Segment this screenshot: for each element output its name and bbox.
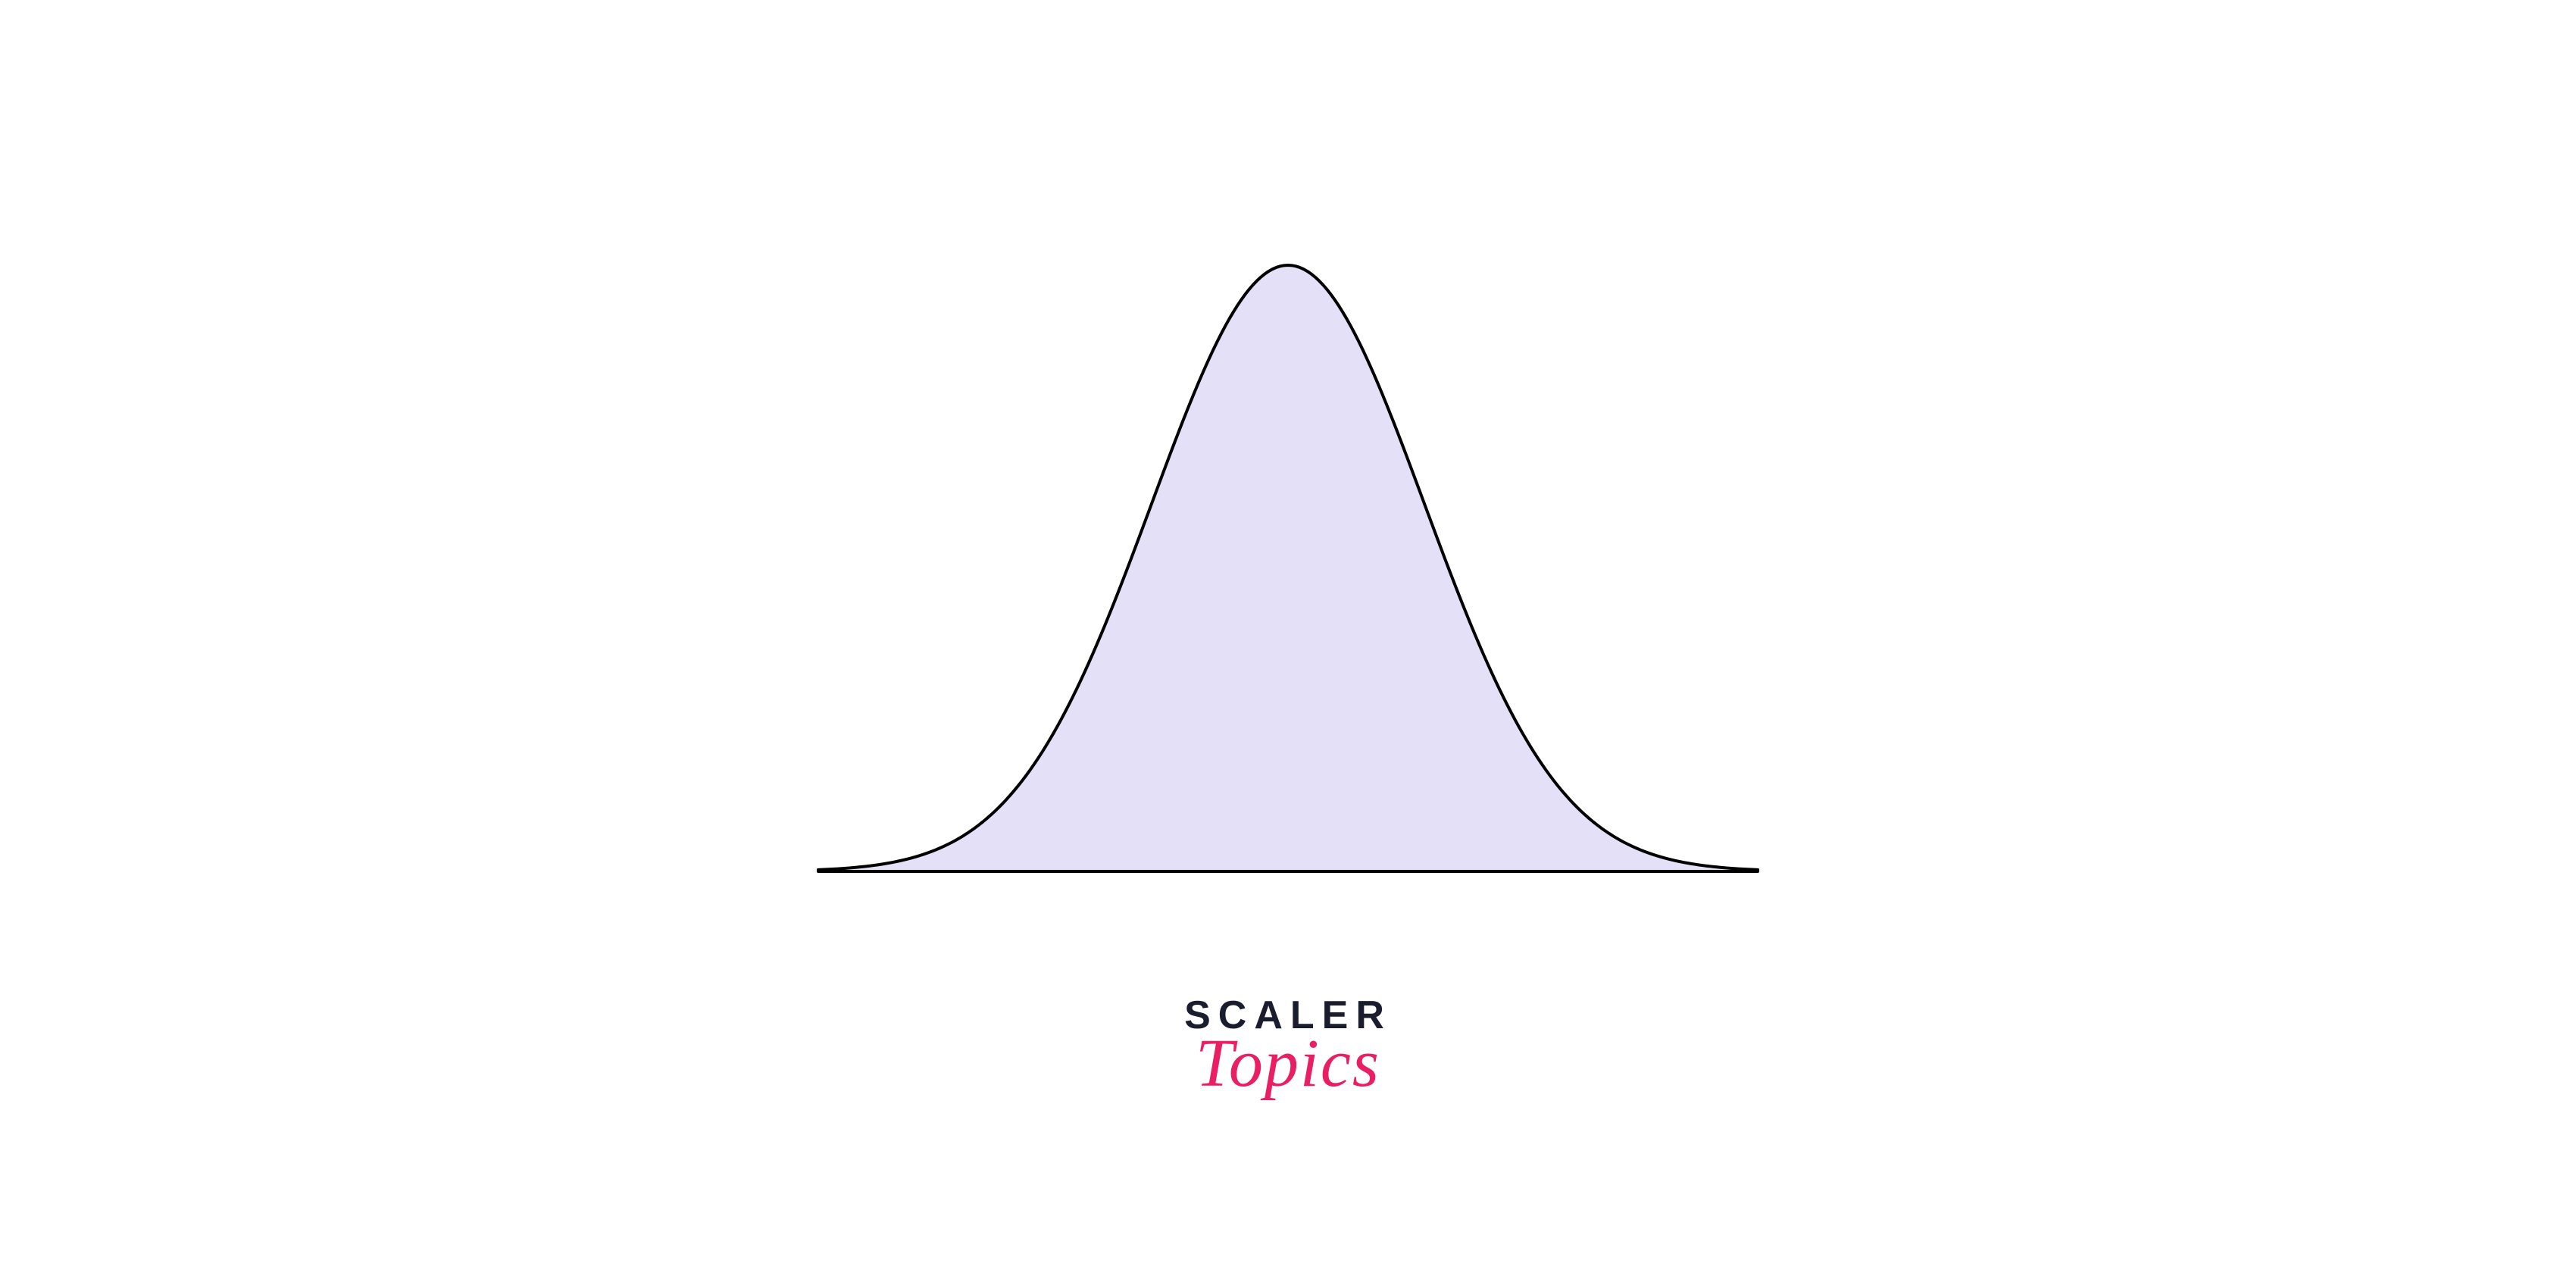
bell-curve-chart xyxy=(758,220,1818,902)
logo-secondary-text: Topics xyxy=(1184,1024,1392,1102)
brand-logo: SCALER Topics xyxy=(1184,993,1392,1102)
bell-curve-fill xyxy=(818,265,1758,871)
bell-curve-svg xyxy=(758,220,1818,902)
